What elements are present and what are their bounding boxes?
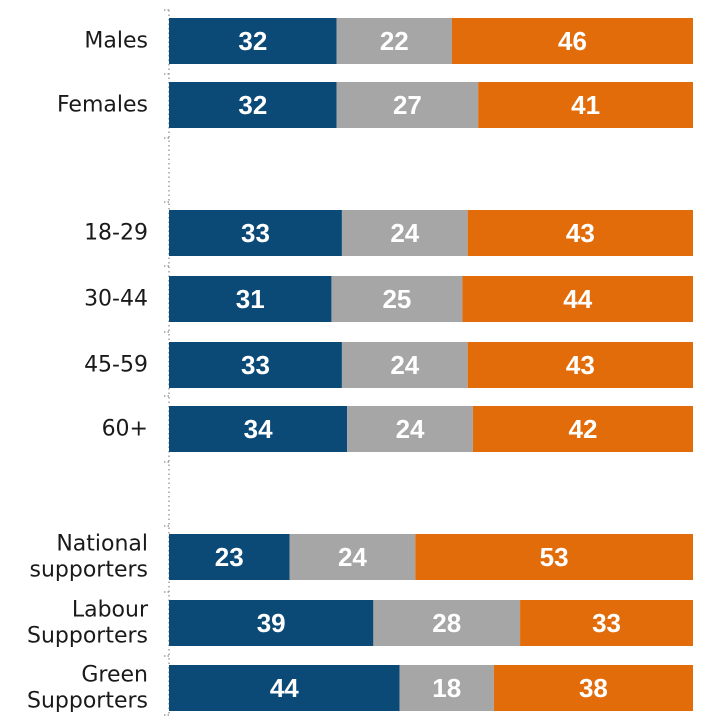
bar-segment-green-supporters-3 <box>493 665 693 711</box>
bar-segment-females-1 <box>169 82 337 128</box>
category-label-60: 60+ <box>102 417 148 442</box>
category-label-females: Females <box>57 93 148 118</box>
category-label-30-44: 30-44 <box>84 287 148 312</box>
bar-segment-30-44-3 <box>462 276 693 322</box>
data-label-labour-supporters-1: 39 <box>257 608 286 638</box>
bar-segment-females-2 <box>336 82 479 128</box>
bar-segment-labour-supporters-1 <box>169 600 374 646</box>
bar-segment-females-3 <box>478 82 693 128</box>
data-label-18-29-1: 33 <box>241 218 270 248</box>
data-label-males-1: 32 <box>238 26 267 56</box>
bar-segment-30-44-1 <box>169 276 332 322</box>
data-label-green-supporters-3: 38 <box>579 673 608 703</box>
bar-segment-60-3 <box>472 406 693 452</box>
bar-segment-males-3 <box>451 18 693 64</box>
bar-segment-18-29-1 <box>169 210 342 256</box>
data-label-18-29-3: 43 <box>566 218 595 248</box>
category-label-males: Males <box>84 29 148 54</box>
bar-segment-60-2 <box>347 406 473 452</box>
category-label-green-supporters: Green Supporters <box>27 663 148 714</box>
data-label-females-3: 41 <box>571 90 600 120</box>
bar-segment-males-1 <box>169 18 337 64</box>
data-label-60-3: 42 <box>568 414 597 444</box>
bar-segment-males-2 <box>336 18 452 64</box>
data-label-national-supporters-1: 23 <box>215 542 244 572</box>
bar-segment-45-59-3 <box>467 342 693 388</box>
bar-segment-18-29-3 <box>467 210 693 256</box>
data-label-30-44-3: 44 <box>563 284 592 314</box>
data-label-green-supporters-2: 18 <box>432 673 461 703</box>
data-label-45-59-1: 33 <box>241 350 270 380</box>
data-label-18-29-2: 24 <box>390 218 419 248</box>
bar-segment-30-44-2 <box>331 276 463 322</box>
axis-layer <box>164 9 170 716</box>
data-label-labour-supporters-2: 28 <box>432 608 461 638</box>
bar-segment-45-59-1 <box>169 342 342 388</box>
category-label-labour-supporters: Labour Supporters <box>27 598 149 649</box>
data-label-males-2: 22 <box>380 26 409 56</box>
category-label-national-supporters: National supporters <box>29 532 148 583</box>
bar-segment-labour-supporters-3 <box>520 600 693 646</box>
data-label-national-supporters-2: 24 <box>338 542 367 572</box>
data-label-green-supporters-1: 44 <box>270 673 299 703</box>
bar-segment-national-supporters-1 <box>169 534 290 580</box>
bar-segment-green-supporters-1 <box>169 665 400 711</box>
bar-segment-45-59-2 <box>341 342 468 388</box>
data-label-national-supporters-3: 53 <box>540 542 569 572</box>
category-label-45-59: 45-59 <box>84 353 148 378</box>
bar-segment-labour-supporters-2 <box>373 600 521 646</box>
labels-layer: 32 22 46 Males 32 27 41 Females 33 24 43 18-29 31 25 4… <box>27 26 621 714</box>
bar-segment-national-supporters-2 <box>289 534 416 580</box>
bars-layer <box>169 18 693 711</box>
bar-segment-green-supporters-2 <box>399 665 494 711</box>
data-label-30-44-2: 25 <box>382 284 411 314</box>
data-label-females-1: 32 <box>238 90 267 120</box>
bar-segment-18-29-2 <box>341 210 468 256</box>
bar-segment-60-1 <box>169 406 348 452</box>
data-label-60-2: 24 <box>396 414 425 444</box>
data-label-labour-supporters-3: 33 <box>592 608 621 638</box>
data-label-males-3: 46 <box>558 26 587 56</box>
data-label-45-59-2: 24 <box>390 350 419 380</box>
category-label-18-29: 18-29 <box>84 221 148 246</box>
data-label-45-59-3: 43 <box>566 350 595 380</box>
data-label-females-2: 27 <box>393 90 422 120</box>
data-label-30-44-1: 31 <box>236 284 265 314</box>
data-label-60-1: 34 <box>244 414 273 444</box>
bar-segment-national-supporters-3 <box>415 534 693 580</box>
